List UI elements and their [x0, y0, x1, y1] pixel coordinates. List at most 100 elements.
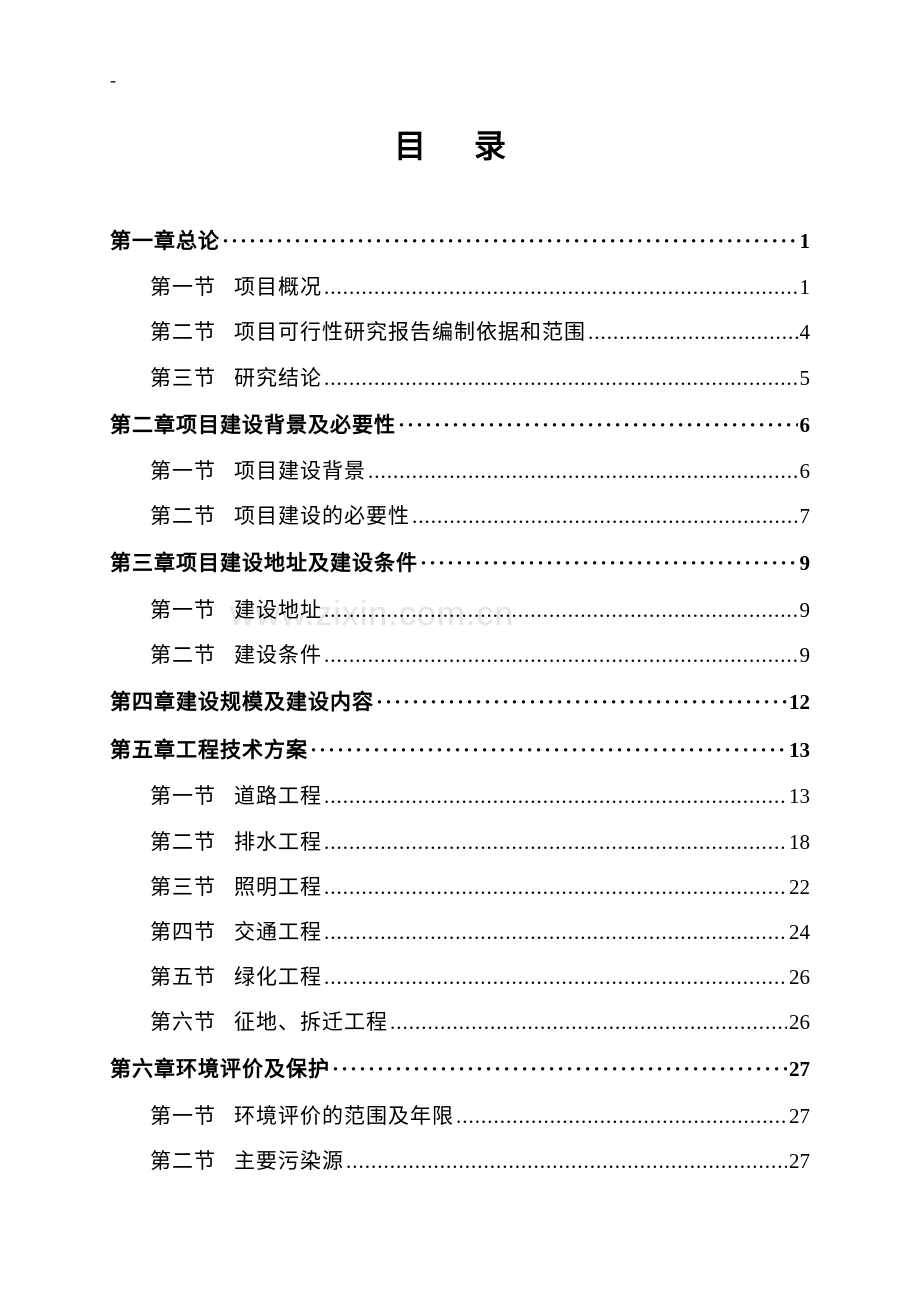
toc-label: 第四章 — [110, 678, 176, 726]
toc-text: 项目建设背景 — [234, 449, 366, 494]
toc-chapter: 第二章 项目建设背景及必要性··························… — [110, 401, 810, 449]
toc-section: 第二节主要污染源................................… — [110, 1139, 810, 1184]
toc-leaders: ........................................… — [588, 310, 798, 355]
page-title: 目 录 — [110, 121, 810, 167]
toc-leaders: ........................................… — [346, 1139, 787, 1184]
toc-section: 第四节交通工程.................................… — [110, 910, 810, 955]
toc-leaders: ........................................… — [456, 1094, 787, 1139]
toc-chapter: 第五章 工程技术方案······························… — [110, 726, 810, 774]
toc-leaders: ········································… — [420, 539, 798, 587]
toc-pagenum: 5 — [800, 356, 811, 401]
toc-text: 工程技术方案 — [176, 726, 308, 774]
toc-text: 征地、拆迁工程 — [234, 1000, 388, 1045]
toc-pagenum: 1 — [800, 217, 811, 265]
toc-label: 第二节 — [150, 633, 216, 678]
toc-label: 第一节 — [150, 1094, 216, 1139]
toc-label: 第一节 — [150, 449, 216, 494]
toc-text: 项目建设背景及必要性 — [176, 401, 396, 449]
toc-leaders: ········································… — [376, 678, 787, 726]
toc-pagenum: 9 — [800, 633, 811, 678]
toc-leaders: ........................................… — [412, 494, 798, 539]
toc-leaders: ........................................… — [324, 588, 798, 633]
toc-leaders: ........................................… — [324, 865, 787, 910]
toc-pagenum: 18 — [789, 820, 810, 865]
toc-section: 第一节项目概况.................................… — [110, 265, 810, 310]
toc-text: 研究结论 — [234, 356, 322, 401]
toc-label: 第一章 — [110, 217, 176, 265]
toc-label: 第一节 — [150, 588, 216, 633]
toc-label: 第三节 — [150, 356, 216, 401]
toc-section: 第一节环境评价的范围及年限...........................… — [110, 1094, 810, 1139]
toc-section: 第三节照明工程.................................… — [110, 865, 810, 910]
toc-text: 建设规模及建设内容 — [176, 678, 374, 726]
toc-label: 第二节 — [150, 310, 216, 355]
toc-section: 第二节项目可行性研究报告编制依据和范围.....................… — [110, 310, 810, 355]
toc-text: 交通工程 — [234, 910, 322, 955]
toc-pagenum: 12 — [789, 678, 810, 726]
toc-pagenum: 1 — [800, 265, 811, 310]
toc-text: 主要污染源 — [234, 1139, 344, 1184]
toc-pagenum: 27 — [789, 1139, 810, 1184]
toc-section: 第二节排水工程.................................… — [110, 820, 810, 865]
toc-leaders: ........................................… — [324, 356, 798, 401]
toc-leaders: ········································… — [310, 726, 787, 774]
toc-section: 第二节项目建设的必要性.............................… — [110, 494, 810, 539]
toc-section: 第三节研究结论.................................… — [110, 356, 810, 401]
toc-chapter: 第四章 建设规模及建设内容···························… — [110, 678, 810, 726]
toc-section: 第二节建设条件.................................… — [110, 633, 810, 678]
toc-label: 第六章 — [110, 1045, 176, 1093]
toc-leaders: ........................................… — [324, 265, 798, 310]
toc-text: 项目可行性研究报告编制依据和范围 — [234, 310, 586, 355]
toc-leaders: ........................................… — [324, 910, 787, 955]
toc-text: 道路工程 — [234, 774, 322, 819]
toc-pagenum: 24 — [789, 910, 810, 955]
toc-label: 第三节 — [150, 865, 216, 910]
toc-pagenum: 26 — [789, 1000, 810, 1045]
toc-text: 项目建设的必要性 — [234, 494, 410, 539]
toc-label: 第五节 — [150, 955, 216, 1000]
toc-text: 建设地址 — [234, 588, 322, 633]
toc-pagenum: 9 — [800, 539, 811, 587]
toc-chapter: 第一章 总论··································… — [110, 217, 810, 265]
toc-text: 照明工程 — [234, 865, 322, 910]
toc-pagenum: 27 — [789, 1094, 810, 1139]
toc-leaders: ........................................… — [368, 449, 798, 494]
toc-label: 第二章 — [110, 401, 176, 449]
toc-label: 第五章 — [110, 726, 176, 774]
toc-text: 项目概况 — [234, 265, 322, 310]
toc-pagenum: 4 — [800, 310, 811, 355]
toc-label: 第二节 — [150, 1139, 216, 1184]
toc-pagenum: 27 — [789, 1045, 810, 1093]
toc-section: 第一节项目建设背景...............................… — [110, 449, 810, 494]
toc-label: 第一节 — [150, 265, 216, 310]
toc-chapter: 第三章 项目建设地址及建设条件·························… — [110, 539, 810, 587]
toc-pagenum: 6 — [800, 449, 811, 494]
toc-pagenum: 13 — [789, 774, 810, 819]
table-of-contents: 第一章 总论··································… — [110, 217, 810, 1184]
toc-pagenum: 6 — [800, 401, 811, 449]
toc-label: 第六节 — [150, 1000, 216, 1045]
toc-leaders: ........................................… — [324, 820, 787, 865]
toc-pagenum: 22 — [789, 865, 810, 910]
toc-leaders: ········································… — [332, 1045, 787, 1093]
toc-section: 第一节道路工程.................................… — [110, 774, 810, 819]
toc-text: 总论 — [176, 217, 220, 265]
header-mark: - — [110, 70, 810, 91]
toc-pagenum: 13 — [789, 726, 810, 774]
toc-label: 第二节 — [150, 820, 216, 865]
toc-pagenum: 9 — [800, 588, 811, 633]
toc-leaders: ........................................… — [324, 774, 787, 819]
toc-label: 第一节 — [150, 774, 216, 819]
toc-leaders: ........................................… — [324, 955, 787, 1000]
toc-leaders: ········································… — [222, 217, 798, 265]
toc-text: 环境评价及保护 — [176, 1045, 330, 1093]
toc-text: 排水工程 — [234, 820, 322, 865]
toc-label: 第三章 — [110, 539, 176, 587]
toc-leaders: ........................................… — [390, 1000, 787, 1045]
toc-section: 第五节绿化工程.................................… — [110, 955, 810, 1000]
toc-leaders: ........................................… — [324, 633, 798, 678]
document-page: - 目 录 第一章 总论····························… — [0, 0, 920, 1244]
toc-label: 第四节 — [150, 910, 216, 955]
toc-pagenum: 26 — [789, 955, 810, 1000]
toc-leaders: ········································… — [398, 401, 798, 449]
